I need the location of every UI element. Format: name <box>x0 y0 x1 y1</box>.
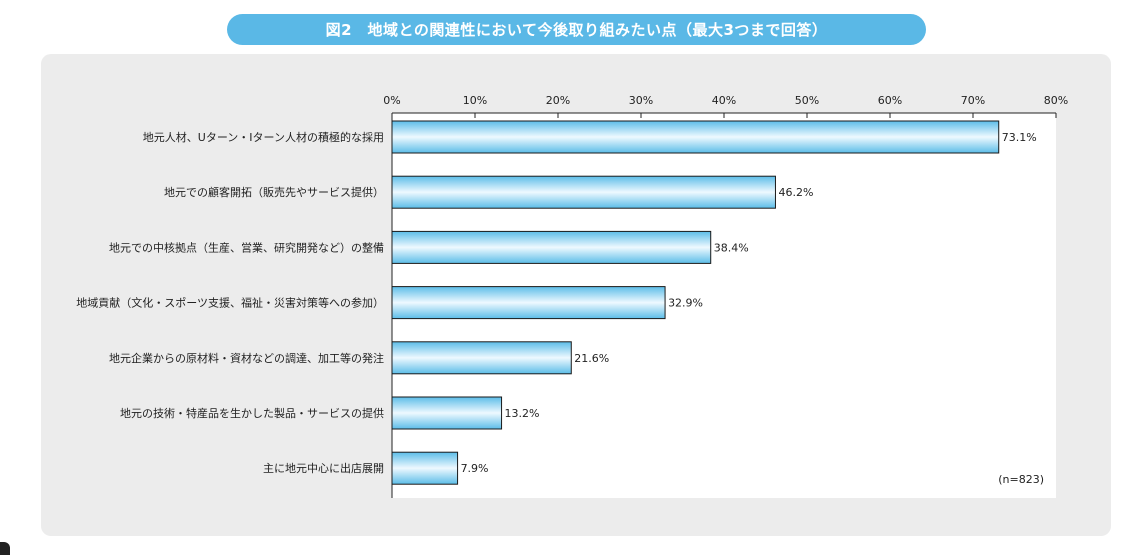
value-label: 32.9% <box>668 297 703 310</box>
sample-size-note: (n=823) <box>998 473 1044 486</box>
bar <box>391 175 776 209</box>
x-tick-label: 0% <box>383 94 400 107</box>
category-label: 地元の技術・特産品を生かした製品・サービスの提供 <box>120 406 384 420</box>
bar <box>391 341 572 375</box>
value-label: 73.1% <box>1002 131 1037 144</box>
x-tick-label: 30% <box>629 94 653 107</box>
x-tick-label: 20% <box>546 94 570 107</box>
value-label: 38.4% <box>714 241 749 254</box>
value-label: 7.9% <box>461 462 489 475</box>
category-label: 地元での顧客開拓（販売先やサービス提供） <box>164 185 384 199</box>
x-tick-label: 70% <box>961 94 985 107</box>
page-corner-mark <box>0 542 10 555</box>
category-label: 地域貢献（文化・スポーツ支援、福祉・災害対策等への参加） <box>76 296 384 310</box>
category-label: 地元企業からの原材料・資材などの調達、加工等の発注 <box>109 351 384 365</box>
chart-title: 図2 地域との関連性において今後取り組みたい点（最大3つまで回答） <box>227 14 926 45</box>
bar <box>391 451 459 485</box>
category-label: 主に地元中心に出店展開 <box>263 461 384 475</box>
category-label: 地元での中核拠点（生産、営業、研究開発など）の整備 <box>109 240 384 254</box>
value-label: 13.2% <box>505 407 540 420</box>
bar <box>391 286 666 320</box>
bar <box>391 396 503 430</box>
x-tick-label: 10% <box>463 94 487 107</box>
bar <box>391 120 1000 154</box>
x-tick-label: 40% <box>712 94 736 107</box>
bar <box>391 230 712 264</box>
x-tick-label: 60% <box>878 94 902 107</box>
value-label: 46.2% <box>778 186 813 199</box>
x-tick-label: 80% <box>1044 94 1068 107</box>
category-label: 地元人材、Uターン・Iターン人材の積極的な採用 <box>143 130 384 144</box>
x-tick-label: 50% <box>795 94 819 107</box>
value-label: 21.6% <box>574 352 609 365</box>
